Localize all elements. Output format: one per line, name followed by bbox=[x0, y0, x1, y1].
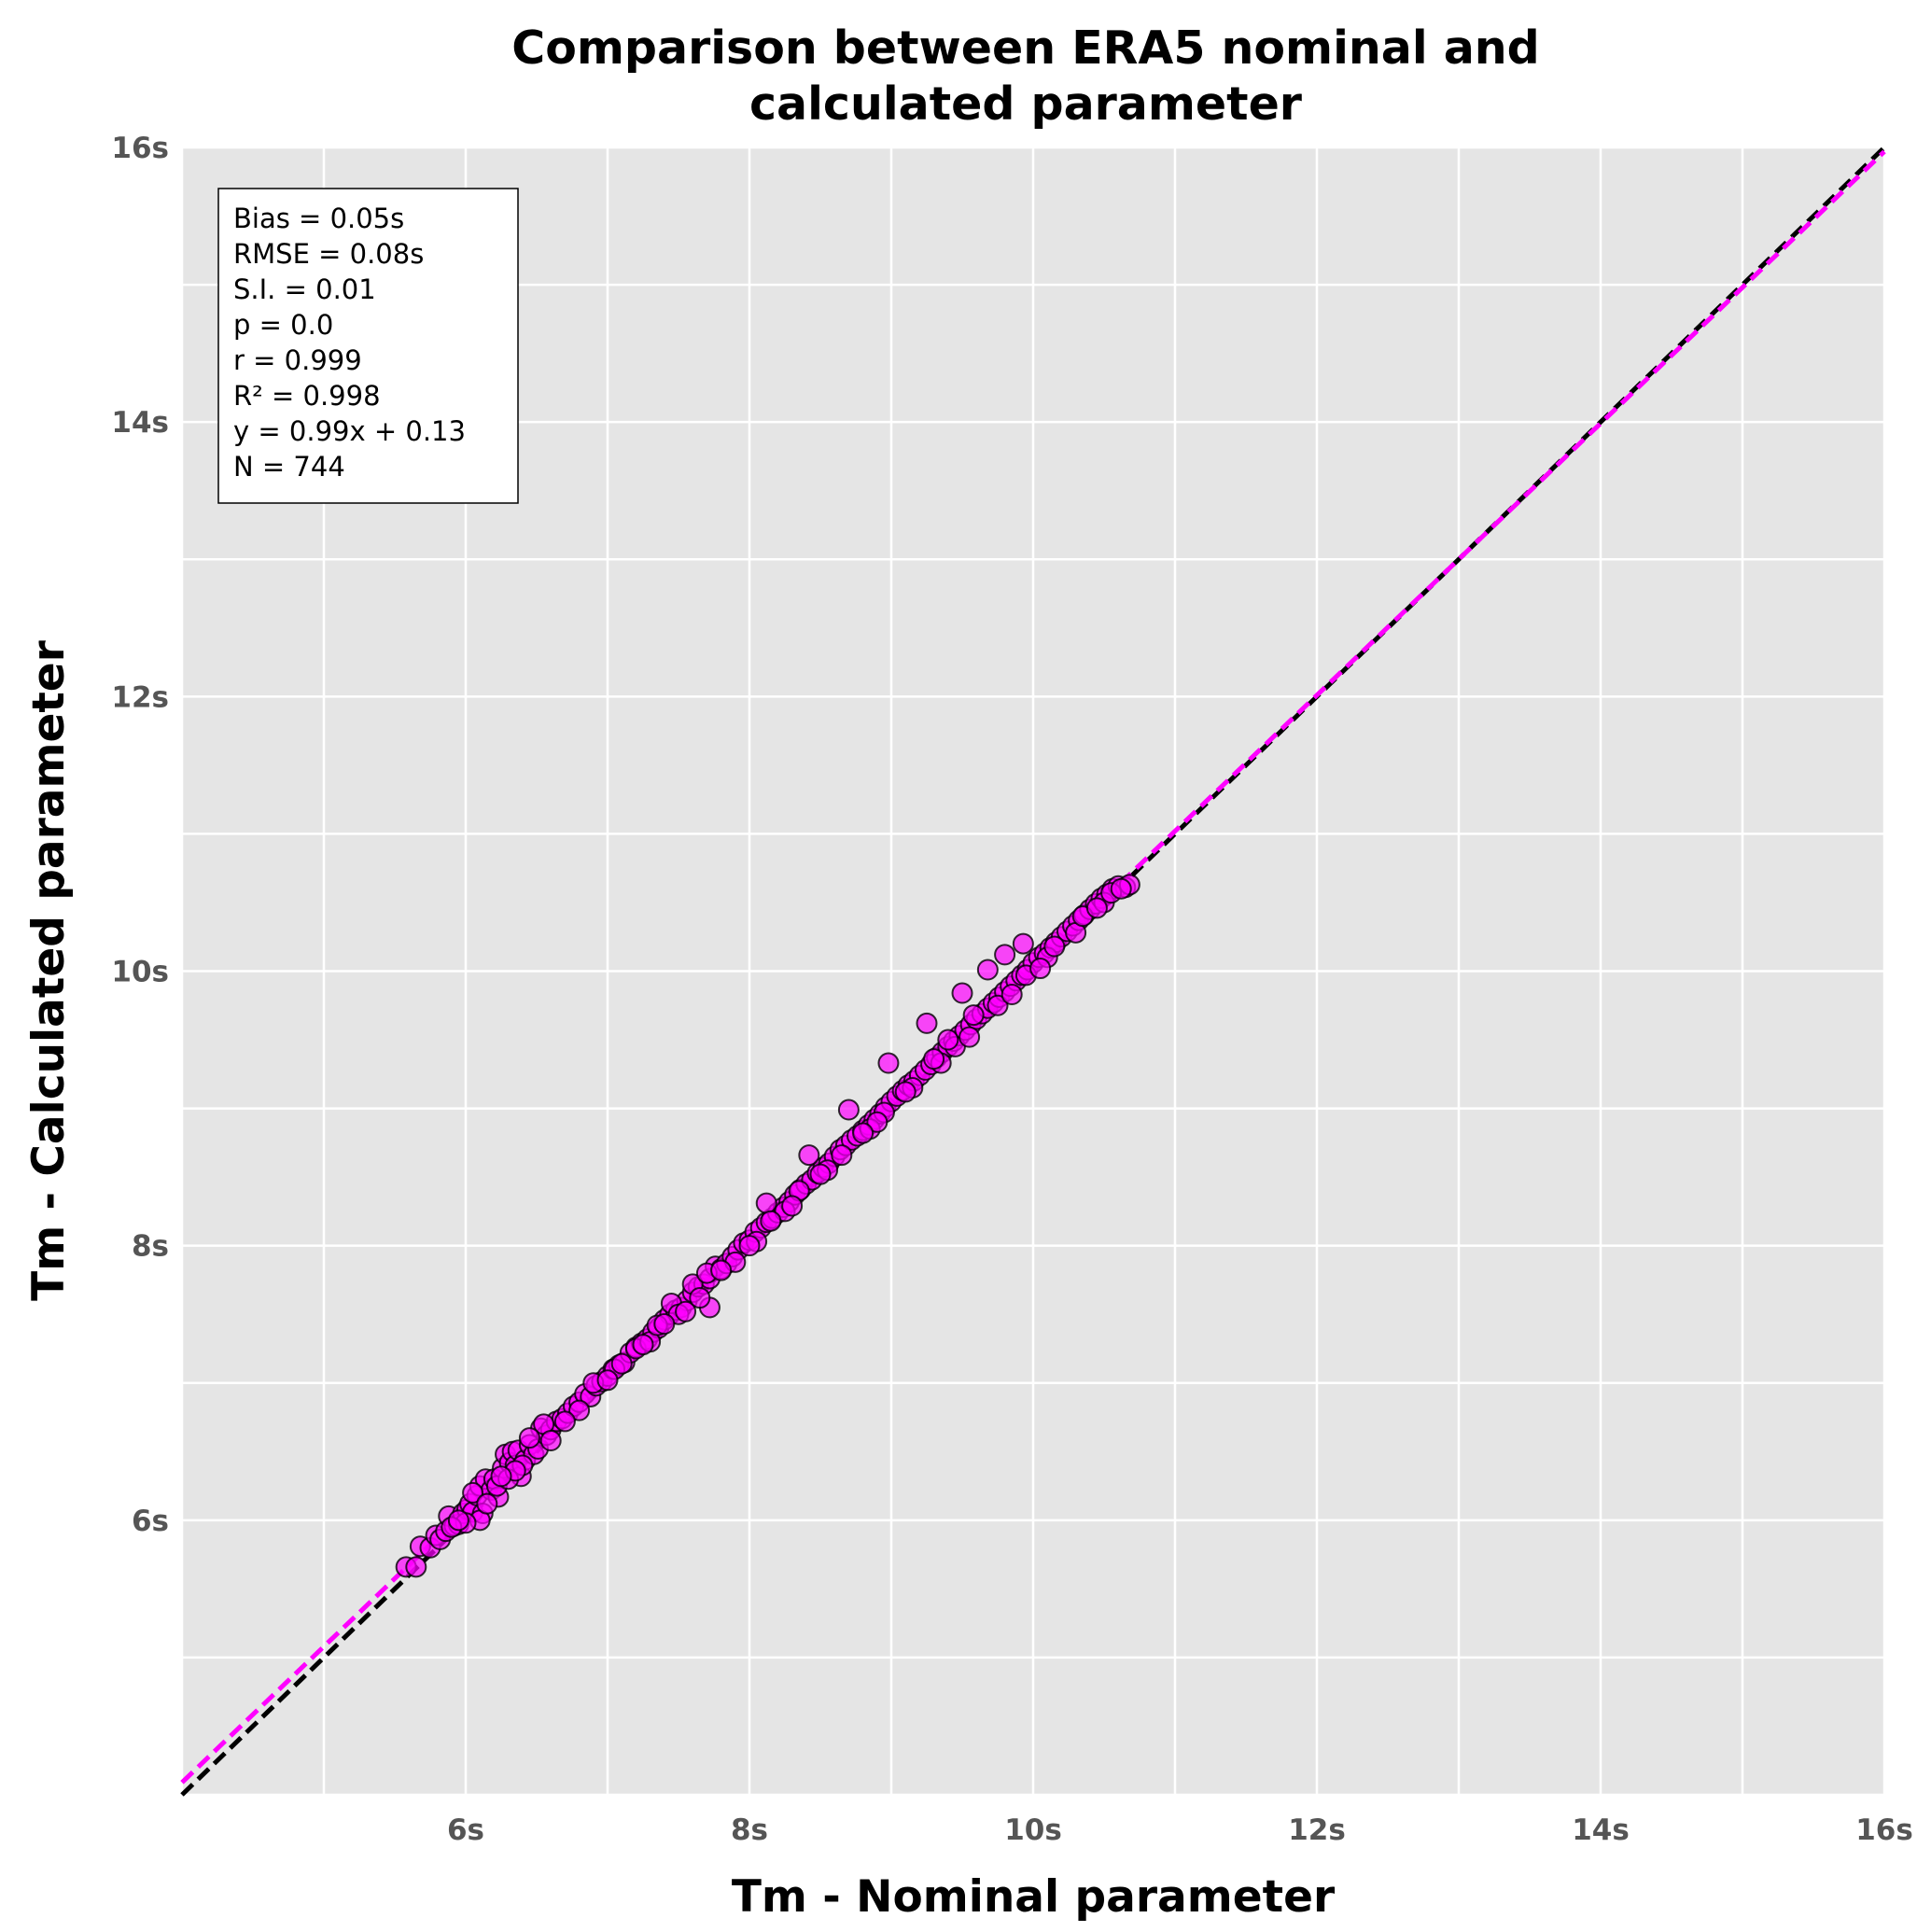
scatter-point bbox=[831, 1144, 853, 1167]
scatter-point bbox=[951, 982, 973, 1004]
scatter-point bbox=[1029, 958, 1052, 980]
stats-box-frame bbox=[217, 188, 519, 504]
scatter-point bbox=[994, 944, 1016, 966]
scatter-point bbox=[405, 1556, 427, 1578]
scatter-point bbox=[710, 1259, 733, 1281]
scatter-point bbox=[894, 1081, 917, 1103]
stats-line: RMSE = 0.08s bbox=[233, 238, 424, 270]
stats-line: y = 0.99x + 0.13 bbox=[233, 415, 466, 447]
stats-line: S.I. = 0.01 bbox=[233, 273, 376, 305]
y-tick-label: 6s bbox=[132, 1505, 169, 1538]
chart-title-line-2: calculated parameter bbox=[749, 77, 1303, 131]
scatter-point bbox=[462, 1481, 484, 1504]
scatter-point bbox=[539, 1430, 562, 1452]
x-tick-label: 8s bbox=[731, 1813, 768, 1847]
x-axis-label: Tm - Nominal parameter bbox=[732, 1871, 1336, 1923]
scatter-point bbox=[632, 1334, 654, 1356]
scatter-point bbox=[986, 994, 1009, 1016]
scatter-point bbox=[653, 1313, 676, 1336]
tick-labels: 6s 8s 10s 12s 14s 16s 6s 8s 10s 12s 14s 16s bbox=[111, 132, 1912, 1847]
x-tick-label: 16s bbox=[1855, 1813, 1913, 1847]
y-tick-label: 16s bbox=[111, 132, 169, 165]
x-tick-label: 12s bbox=[1288, 1813, 1346, 1847]
scatter-point bbox=[596, 1369, 619, 1392]
scatter-point bbox=[1085, 897, 1108, 919]
scatter-point bbox=[490, 1465, 512, 1488]
scatter-point bbox=[1000, 984, 1023, 1006]
scatter-point bbox=[1110, 877, 1132, 900]
scatter-point bbox=[923, 1048, 945, 1071]
scatter-point bbox=[781, 1195, 804, 1217]
y-tick-label: 8s bbox=[132, 1230, 169, 1264]
y-axis-label: Tm - Calculated parameter bbox=[23, 639, 75, 1301]
scatter-point bbox=[568, 1399, 591, 1421]
y-tick-label: 10s bbox=[111, 956, 169, 989]
stats-line: p = 0.0 bbox=[233, 309, 333, 341]
scatter-point bbox=[755, 1192, 777, 1214]
x-tick-label: 14s bbox=[1572, 1813, 1630, 1847]
x-tick-label: 10s bbox=[1004, 1813, 1062, 1847]
stats-line: N = 744 bbox=[233, 451, 345, 483]
scatter-point bbox=[962, 1004, 985, 1027]
scatter-point bbox=[877, 1052, 900, 1074]
scatter-point bbox=[553, 1410, 576, 1433]
scatter-point bbox=[959, 1026, 981, 1048]
scatter-point bbox=[866, 1111, 889, 1133]
chart-title-line-1: Comparison between ERA5 nominal and bbox=[511, 21, 1539, 75]
scatter-point bbox=[809, 1163, 832, 1185]
scatter-point bbox=[1012, 932, 1034, 955]
y-tick-label: 14s bbox=[111, 406, 169, 440]
scatter-point bbox=[916, 1012, 938, 1034]
y-tick-label: 12s bbox=[111, 680, 169, 714]
scatter-point bbox=[518, 1427, 540, 1449]
data-points bbox=[395, 874, 1140, 1578]
scatter-point bbox=[937, 1029, 959, 1051]
scatter-point bbox=[610, 1352, 633, 1375]
scatter-point bbox=[760, 1210, 782, 1232]
scatter-point bbox=[852, 1122, 875, 1144]
stats-line: R² = 0.998 bbox=[233, 380, 381, 412]
stats-box: Bias = 0.05s RMSE = 0.08s S.I. = 0.01 p … bbox=[217, 188, 519, 504]
stats-line: Bias = 0.05s bbox=[233, 203, 404, 234]
scatter-point bbox=[837, 1099, 860, 1121]
scatter-point bbox=[738, 1235, 761, 1257]
scatter-point bbox=[798, 1144, 820, 1167]
stats-line: r = 0.999 bbox=[233, 344, 362, 376]
scatter-point bbox=[675, 1300, 697, 1323]
scatter-point bbox=[976, 959, 999, 981]
scatter-point bbox=[476, 1492, 498, 1515]
scatter-point bbox=[689, 1287, 711, 1309]
scatter-point bbox=[1043, 935, 1066, 958]
x-tick-label: 6s bbox=[447, 1813, 484, 1847]
scatter-point bbox=[447, 1509, 469, 1532]
